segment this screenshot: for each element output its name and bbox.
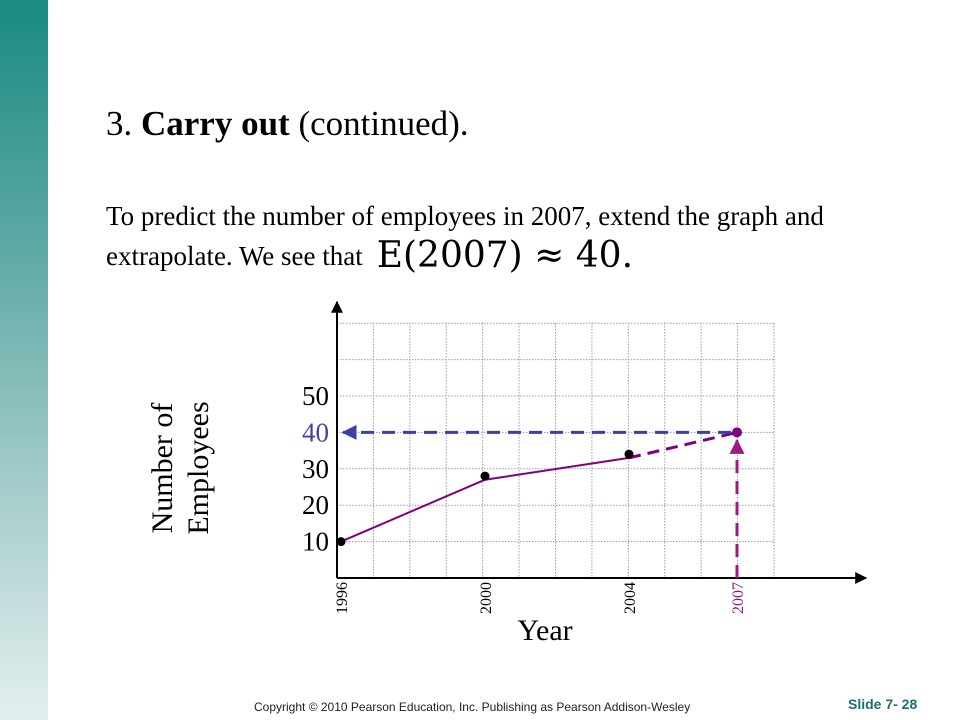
series-layer xyxy=(336,424,745,578)
footer-slide-number: Slide 7- 28 xyxy=(848,696,918,712)
y-tick-label-50: 50 xyxy=(302,381,329,411)
slide-heading: 3. Carry out (continued). xyxy=(106,104,469,144)
data-point-2004 xyxy=(624,449,634,459)
series-segment-2 xyxy=(628,430,738,460)
series-segment-0 xyxy=(340,478,486,543)
side-accent-bar xyxy=(0,0,48,720)
y-axis-label-line1: Number of xyxy=(146,403,179,534)
data-point-1996 xyxy=(336,537,346,547)
footer-copyright: Copyright © 2010 Pearson Education, Inc.… xyxy=(254,700,691,714)
grid xyxy=(336,322,775,578)
y-tick-label-highlight: 40 xyxy=(302,417,329,447)
heading-number: 3. xyxy=(106,104,133,143)
y-tick-label-20: 20 xyxy=(302,490,329,520)
paragraph-text: To predict the number of employees in 20… xyxy=(106,201,824,271)
x-tick-label-1996: 1996 xyxy=(334,582,351,614)
heading-rest: (continued). xyxy=(298,104,469,143)
y-axis-label: Number of Employees xyxy=(146,401,215,534)
heading-bold: Carry out xyxy=(141,104,290,143)
series-segment-1 xyxy=(484,456,630,481)
data-point-2000 xyxy=(480,471,490,481)
y-tick-label-10: 10 xyxy=(302,527,329,557)
equation: E(2007) ≈ 40. xyxy=(376,235,634,276)
x-tick-label-2000: 2000 xyxy=(478,582,495,614)
x-axis-label: Year xyxy=(517,614,572,647)
y-axis-label-line2: Employees xyxy=(182,401,215,534)
x-tick-label-2007: 2007 xyxy=(730,582,747,614)
data-point-2007 xyxy=(732,427,742,438)
tick-layer: 10 20 30 50 40 1996 2000 2004 2007 xyxy=(302,381,747,614)
y-tick-label-30: 30 xyxy=(302,454,329,484)
slide-paragraph: To predict the number of employees in 20… xyxy=(106,196,926,276)
x-tick-label-2004: 2004 xyxy=(622,582,639,614)
